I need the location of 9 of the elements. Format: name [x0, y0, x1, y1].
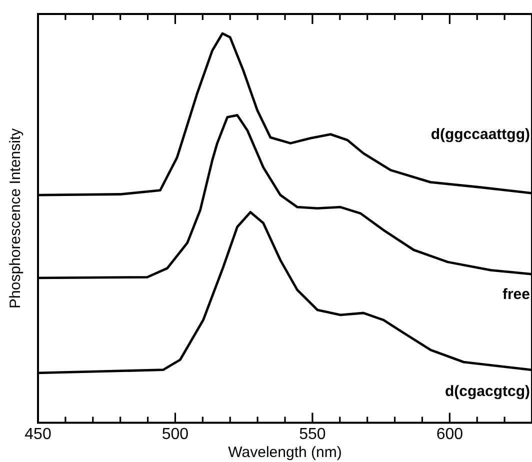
x-tick-label: 550	[299, 426, 326, 443]
series-label: d(cgacgtcg)	[444, 382, 530, 400]
series-label: free	[502, 286, 530, 304]
x-axis-title: Wavelength (nm)	[228, 444, 342, 462]
x-tick-label: 600	[436, 426, 464, 443]
x-tick-label: 500	[162, 426, 189, 443]
text: d(ggccaattgg)	[430, 126, 530, 144]
y-axis-title: Phosphorescence Intensity	[7, 128, 24, 308]
x-tick-label: 450	[24, 426, 52, 443]
